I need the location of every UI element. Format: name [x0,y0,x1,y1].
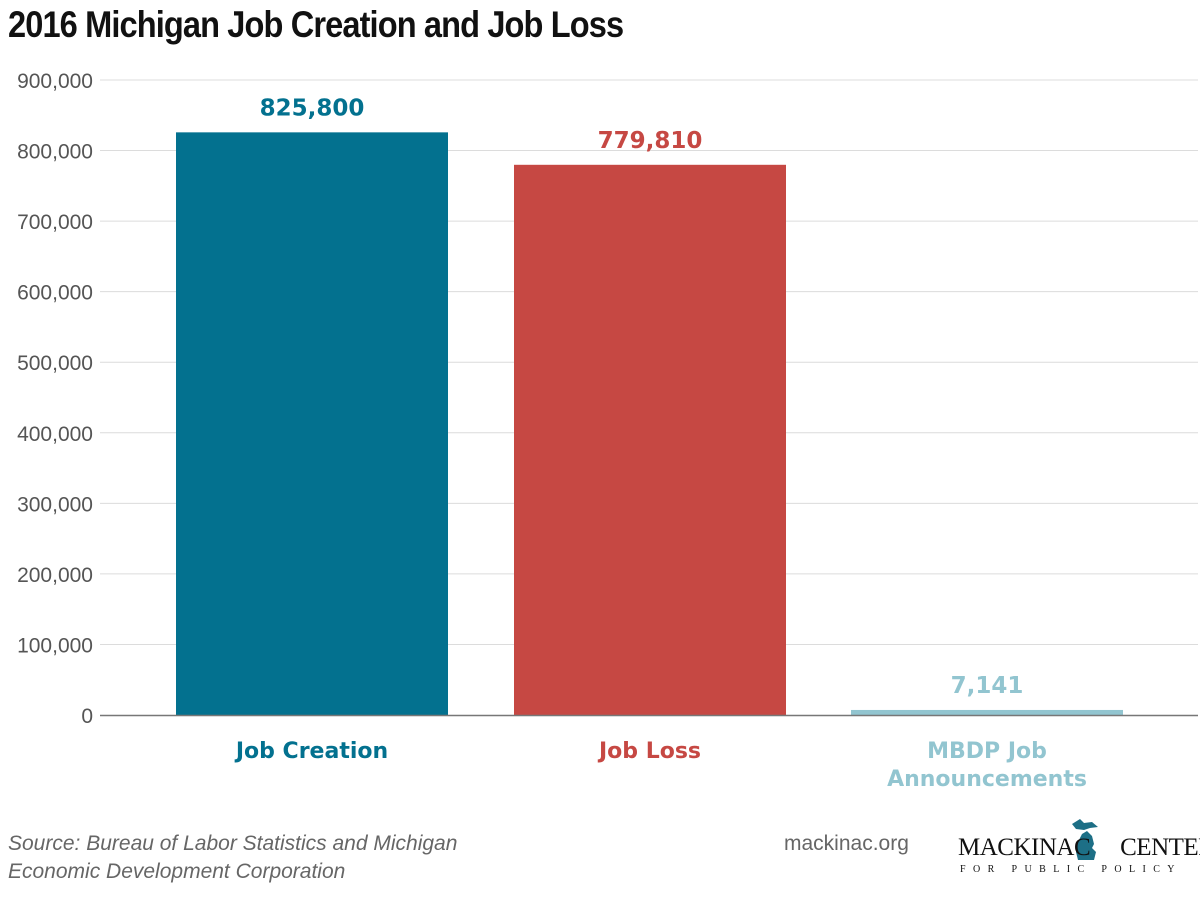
y-tick-label: 100,000 [17,634,93,657]
mackinac-center-logo: MACKINAC CENTER FOR PUBLIC POLICY [958,818,1200,878]
source-note: Source: Bureau of Labor Statistics and M… [8,832,458,883]
y-tick-label: 400,000 [17,423,93,446]
bar [176,132,448,715]
chart-title: 2016 Michigan Job Creation and Job Loss [8,4,624,45]
y-tick-label: 600,000 [17,282,93,305]
data-label: 825,800 [260,95,365,121]
michigan-icon [1072,819,1098,860]
y-tick-label: 800,000 [17,141,93,164]
x-category-label: Job Loss [597,739,701,764]
bar-chart: 0 100,000 200,000 300,000 400,000 500,000 600,… [17,70,1198,792]
y-tick-label: 200,000 [17,564,93,587]
y-tick-label: 0 [81,705,93,728]
logo-subtitle: FOR PUBLIC POLICY [960,864,1182,875]
data-label: 7,141 [951,673,1024,699]
bar [514,164,786,715]
y-tick-label: 700,000 [17,211,93,234]
logo-name-left: MACKINAC [958,834,1091,861]
data-label: 779,810 [598,128,703,154]
y-tick-label: 500,000 [17,352,93,375]
bar [851,709,1123,715]
y-tick-label: 300,000 [17,493,93,516]
logo-name-right: CENTER [1120,834,1200,861]
site-url: mackinac.org [784,832,909,855]
x-category-label: Announcements [887,767,1087,792]
x-category-label: Job Creation [234,739,388,764]
x-category-label: MBDP Job [927,739,1047,764]
y-tick-label: 900,000 [17,70,93,93]
